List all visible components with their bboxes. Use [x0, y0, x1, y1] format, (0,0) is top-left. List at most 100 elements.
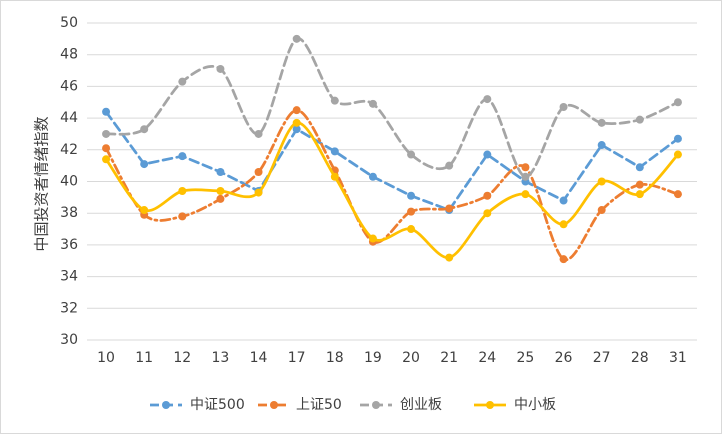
y-tick-label: 36 [60, 237, 78, 253]
data-point [559, 220, 568, 229]
data-point [483, 209, 492, 218]
x-tick-label: 19 [364, 350, 382, 366]
data-point [673, 134, 682, 143]
series-layer [102, 34, 682, 264]
data-point [407, 225, 416, 234]
series-line [104, 108, 680, 261]
x-tick-label: 20 [402, 350, 420, 366]
legend-item: 中小板 [474, 397, 556, 413]
y-tick-label: 50 [60, 15, 78, 31]
legend-swatch-marker [162, 401, 170, 409]
x-tick-labels: 10 11 12 13 14 17 18 19 20 21 24 25 26 27 28 31 [97, 350, 687, 366]
data-point [407, 207, 416, 216]
x-tick-label: 17 [288, 350, 306, 366]
data-point [102, 107, 111, 116]
y-tick-label: 46 [60, 78, 78, 94]
gridlines [87, 22, 697, 341]
data-point [368, 234, 377, 243]
legend: 中证500 上证50 创业板 中小板 [150, 397, 556, 413]
data-point [140, 125, 149, 134]
x-tick-label: 11 [135, 350, 153, 366]
data-point [216, 64, 225, 73]
x-tick-label: 24 [478, 350, 496, 366]
x-tick-label: 31 [669, 350, 687, 366]
data-point [368, 99, 377, 108]
data-point [292, 106, 301, 115]
x-tick-label: 13 [212, 350, 230, 366]
data-point [292, 34, 301, 43]
legend-label: 创业板 [400, 397, 442, 413]
data-point [635, 180, 644, 189]
data-point [521, 172, 530, 181]
data-point [216, 194, 225, 203]
x-tick-label: 18 [326, 350, 344, 366]
data-point [216, 187, 225, 196]
series-line [104, 110, 680, 212]
y-tick-label: 38 [60, 205, 78, 221]
data-point [635, 163, 644, 172]
y-axis-label: 中国投资者情绪指数 [33, 116, 51, 251]
legend-swatch-marker [372, 401, 380, 409]
data-point [140, 160, 149, 169]
series-1 [102, 107, 682, 215]
data-point [330, 147, 339, 156]
data-point [521, 163, 530, 172]
x-tick-label: 21 [440, 350, 458, 366]
data-point [597, 118, 606, 127]
x-tick-label: 26 [555, 350, 573, 366]
data-point [521, 190, 530, 199]
data-point [483, 150, 492, 159]
data-point [140, 206, 149, 215]
y-tick-label: 48 [60, 47, 78, 63]
x-tick-label: 27 [593, 350, 611, 366]
data-point [673, 190, 682, 199]
legend-label: 上证50 [296, 397, 342, 413]
data-point [178, 152, 187, 161]
data-point [254, 188, 263, 197]
data-point [673, 98, 682, 107]
legend-swatch-marker [486, 401, 494, 409]
x-tick-label: 10 [97, 350, 115, 366]
data-point [635, 115, 644, 124]
data-point [407, 150, 416, 159]
series-3 [102, 34, 682, 181]
data-point [254, 129, 263, 138]
y-tick-label: 40 [60, 174, 78, 190]
x-tick-label: 12 [173, 350, 191, 366]
data-point [178, 77, 187, 86]
x-tick-label: 25 [517, 350, 535, 366]
legend-item: 上证50 [258, 397, 342, 413]
data-point [216, 167, 225, 176]
data-point [445, 253, 454, 262]
data-point [445, 161, 454, 170]
legend-label: 中小板 [514, 397, 556, 413]
data-point [559, 196, 568, 205]
y-tick-label: 32 [60, 300, 78, 316]
legend-item: 中证500 [150, 397, 245, 413]
data-point [102, 155, 111, 164]
data-point [445, 204, 454, 213]
legend-item: 创业板 [360, 397, 442, 413]
data-point [330, 96, 339, 105]
data-point [368, 172, 377, 181]
data-point [102, 144, 111, 153]
data-point [597, 206, 606, 215]
y-tick-label: 34 [60, 269, 78, 285]
data-point [407, 191, 416, 200]
data-point [292, 118, 301, 127]
x-tick-label: 14 [250, 350, 268, 366]
y-tick-label: 44 [60, 110, 78, 126]
data-point [559, 103, 568, 112]
data-point [178, 187, 187, 196]
y-tick-label: 42 [60, 142, 78, 158]
data-point [483, 95, 492, 104]
data-point [292, 125, 301, 134]
data-point [178, 212, 187, 221]
series-line [104, 37, 680, 179]
legend-swatch-marker [270, 401, 278, 409]
data-point [102, 129, 111, 138]
data-point [559, 255, 568, 264]
data-point [254, 167, 263, 176]
y-tick-labels: 30 32 34 36 38 40 42 44 46 48 50 [60, 15, 78, 348]
